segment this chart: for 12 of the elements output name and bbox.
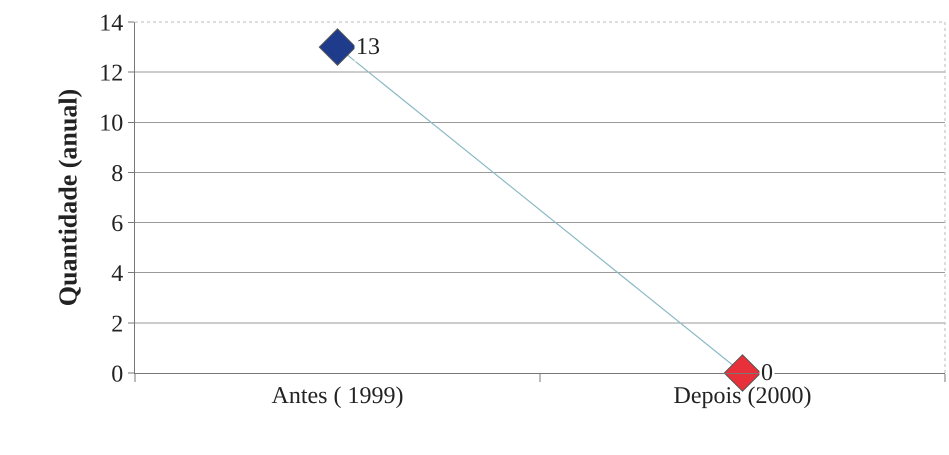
y-tick-label: 4 bbox=[111, 261, 124, 288]
y-axis-title: Quantidade (anual) bbox=[54, 88, 83, 306]
y-tick-label: 0 bbox=[111, 361, 124, 388]
y-tick-label: 12 bbox=[99, 60, 124, 87]
y-tick-label: 6 bbox=[111, 210, 124, 237]
data-label: 13 bbox=[356, 34, 380, 60]
y-tick-label: 10 bbox=[99, 110, 124, 137]
y-tick-label: 8 bbox=[111, 160, 124, 187]
data-label: 0 bbox=[761, 360, 773, 386]
y-tick-label: 14 bbox=[99, 10, 124, 36]
x-tick-label: Antes ( 1999) bbox=[272, 382, 404, 409]
y-tick-label: 2 bbox=[111, 311, 124, 338]
